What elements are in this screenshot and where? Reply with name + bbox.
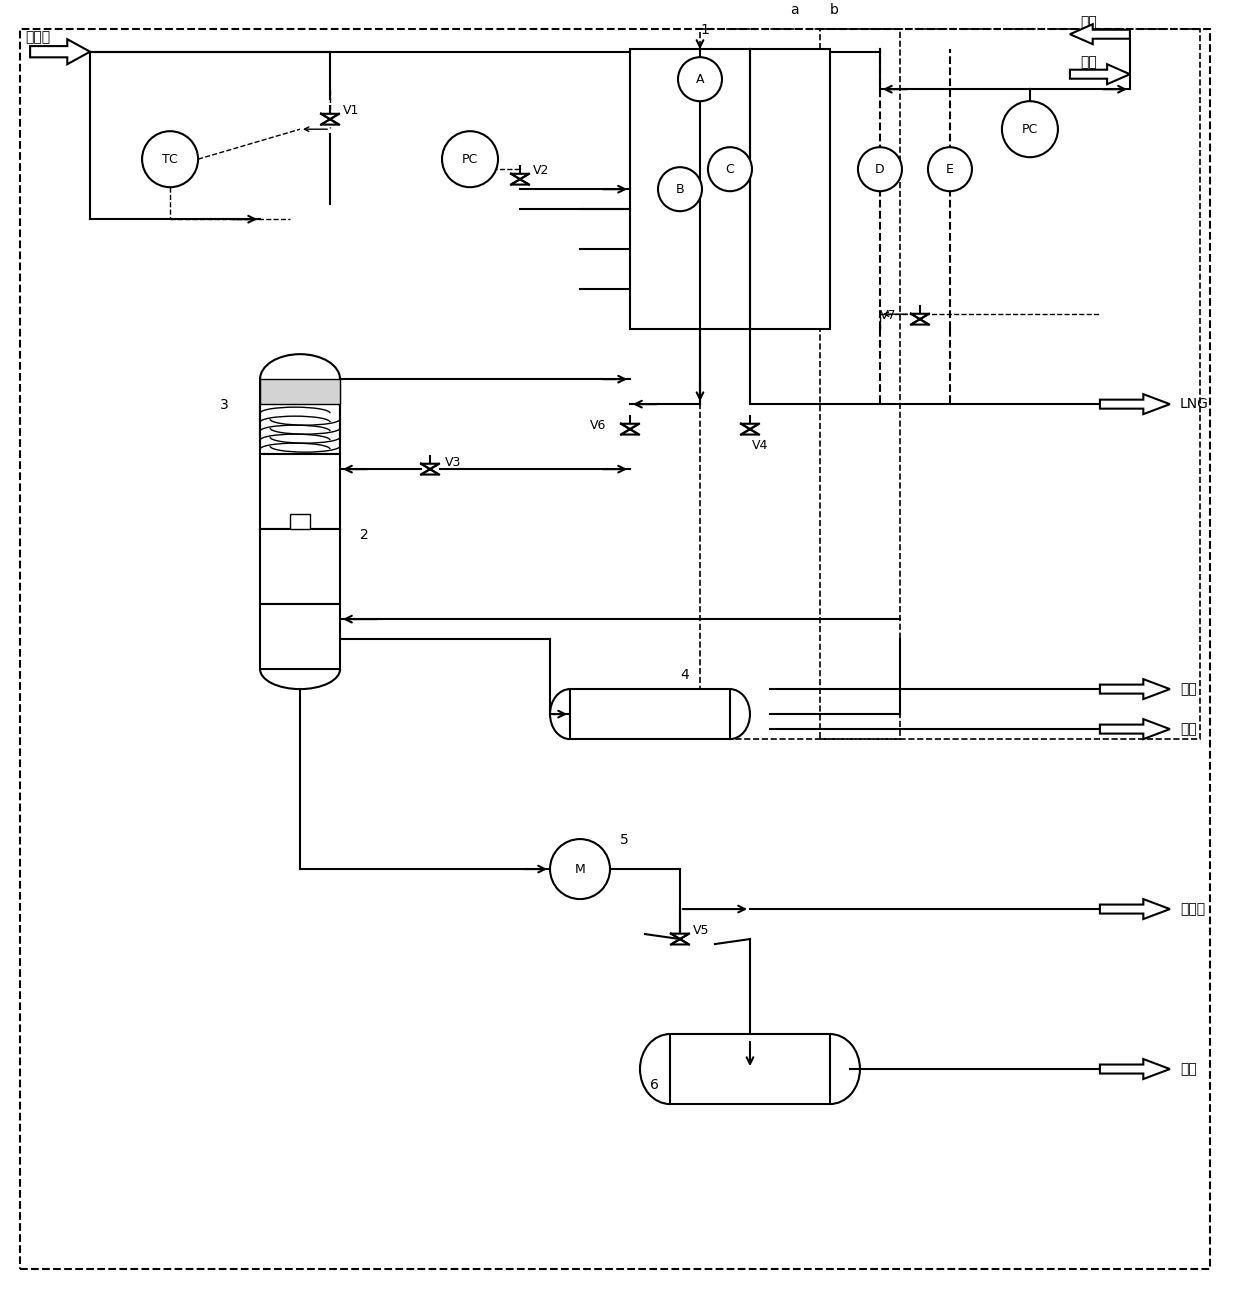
Text: TC: TC — [162, 152, 179, 166]
Polygon shape — [621, 424, 639, 434]
Text: V1: V1 — [343, 104, 360, 117]
Bar — [260, 605, 340, 669]
Circle shape — [928, 147, 972, 191]
Bar — [670, 1034, 830, 1105]
Polygon shape — [30, 39, 91, 64]
Text: 2: 2 — [360, 528, 368, 543]
Polygon shape — [742, 424, 759, 434]
Circle shape — [678, 57, 722, 102]
Polygon shape — [1100, 1060, 1169, 1079]
Text: M: M — [574, 862, 585, 875]
Circle shape — [858, 147, 901, 191]
Text: LNG: LNG — [1180, 397, 1209, 411]
Bar — [820, 30, 1200, 739]
Text: b: b — [830, 3, 838, 17]
Text: 燃料气: 燃料气 — [1180, 902, 1205, 916]
Bar — [260, 379, 340, 405]
Bar — [290, 514, 310, 528]
Polygon shape — [321, 113, 339, 125]
Text: 冷剂: 冷剂 — [1080, 55, 1096, 70]
Text: 3: 3 — [219, 398, 229, 412]
Text: V4: V4 — [751, 440, 769, 452]
Text: B: B — [676, 183, 684, 196]
Polygon shape — [1100, 719, 1169, 739]
Polygon shape — [422, 464, 439, 474]
Text: a: a — [790, 3, 799, 17]
Text: 4: 4 — [680, 668, 688, 682]
Text: 1: 1 — [701, 23, 709, 37]
Text: 冷剂: 冷剂 — [1080, 15, 1096, 30]
Polygon shape — [1070, 64, 1130, 84]
Bar — [701, 30, 900, 739]
Circle shape — [658, 168, 702, 211]
Text: 5: 5 — [620, 833, 629, 847]
Text: 重烃: 重烃 — [1180, 1062, 1197, 1076]
Text: E: E — [946, 162, 954, 175]
Bar — [570, 690, 730, 739]
Circle shape — [143, 131, 198, 187]
Circle shape — [708, 147, 751, 191]
Text: D: D — [875, 162, 885, 175]
Text: 热媒: 热媒 — [1180, 682, 1197, 696]
Text: V6: V6 — [590, 419, 606, 432]
Text: 6: 6 — [650, 1078, 658, 1092]
Bar — [260, 528, 340, 605]
Text: PC: PC — [1022, 122, 1038, 135]
Polygon shape — [1100, 394, 1169, 414]
Text: C: C — [725, 162, 734, 175]
Circle shape — [551, 839, 610, 898]
Polygon shape — [1100, 898, 1169, 919]
Bar — [260, 454, 340, 528]
Polygon shape — [1100, 679, 1169, 699]
Text: V7: V7 — [880, 309, 897, 322]
Text: V5: V5 — [693, 924, 709, 937]
Polygon shape — [671, 933, 689, 945]
Polygon shape — [511, 174, 529, 184]
Circle shape — [1002, 102, 1058, 157]
Circle shape — [441, 131, 498, 187]
Text: A: A — [696, 72, 704, 85]
Text: V2: V2 — [533, 164, 549, 177]
Polygon shape — [1070, 24, 1130, 44]
Text: PC: PC — [463, 152, 479, 166]
Polygon shape — [911, 313, 929, 325]
Text: 天然气: 天然气 — [25, 30, 51, 44]
Bar — [630, 49, 830, 329]
Text: V3: V3 — [445, 456, 461, 469]
Text: 热媒: 热媒 — [1180, 722, 1197, 736]
